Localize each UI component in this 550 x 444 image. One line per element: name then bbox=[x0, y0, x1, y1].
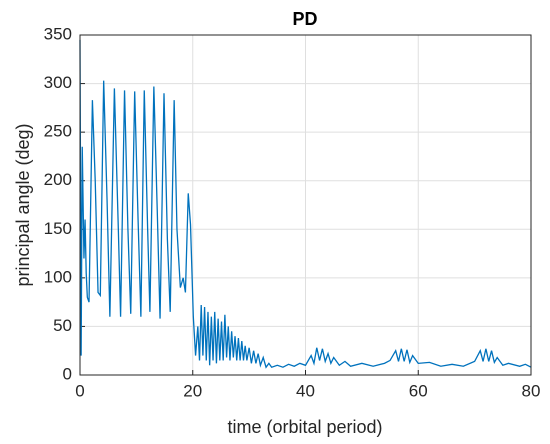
y-tick-label: 150 bbox=[44, 219, 72, 238]
x-tick-label: 80 bbox=[522, 381, 541, 400]
y-axis-label: principal angle (deg) bbox=[13, 123, 33, 286]
chart-title: PD bbox=[292, 9, 317, 29]
y-tick-label: 200 bbox=[44, 170, 72, 189]
x-tick-label: 40 bbox=[296, 381, 315, 400]
x-tick-label: 20 bbox=[183, 381, 202, 400]
plot-frame bbox=[79, 34, 532, 376]
y-tick-label: 250 bbox=[44, 122, 72, 141]
y-tick-label: 300 bbox=[44, 73, 72, 92]
y-tick-label: 100 bbox=[44, 267, 72, 286]
x-axis-label: time (orbital period) bbox=[227, 417, 382, 437]
y-tick-label: 350 bbox=[44, 24, 72, 43]
x-tick-label: 60 bbox=[409, 381, 428, 400]
x-tick-label: 0 bbox=[75, 381, 84, 400]
y-tick-label: 50 bbox=[53, 316, 72, 335]
data-line bbox=[79, 39, 532, 369]
y-tick-label: 0 bbox=[63, 364, 72, 383]
